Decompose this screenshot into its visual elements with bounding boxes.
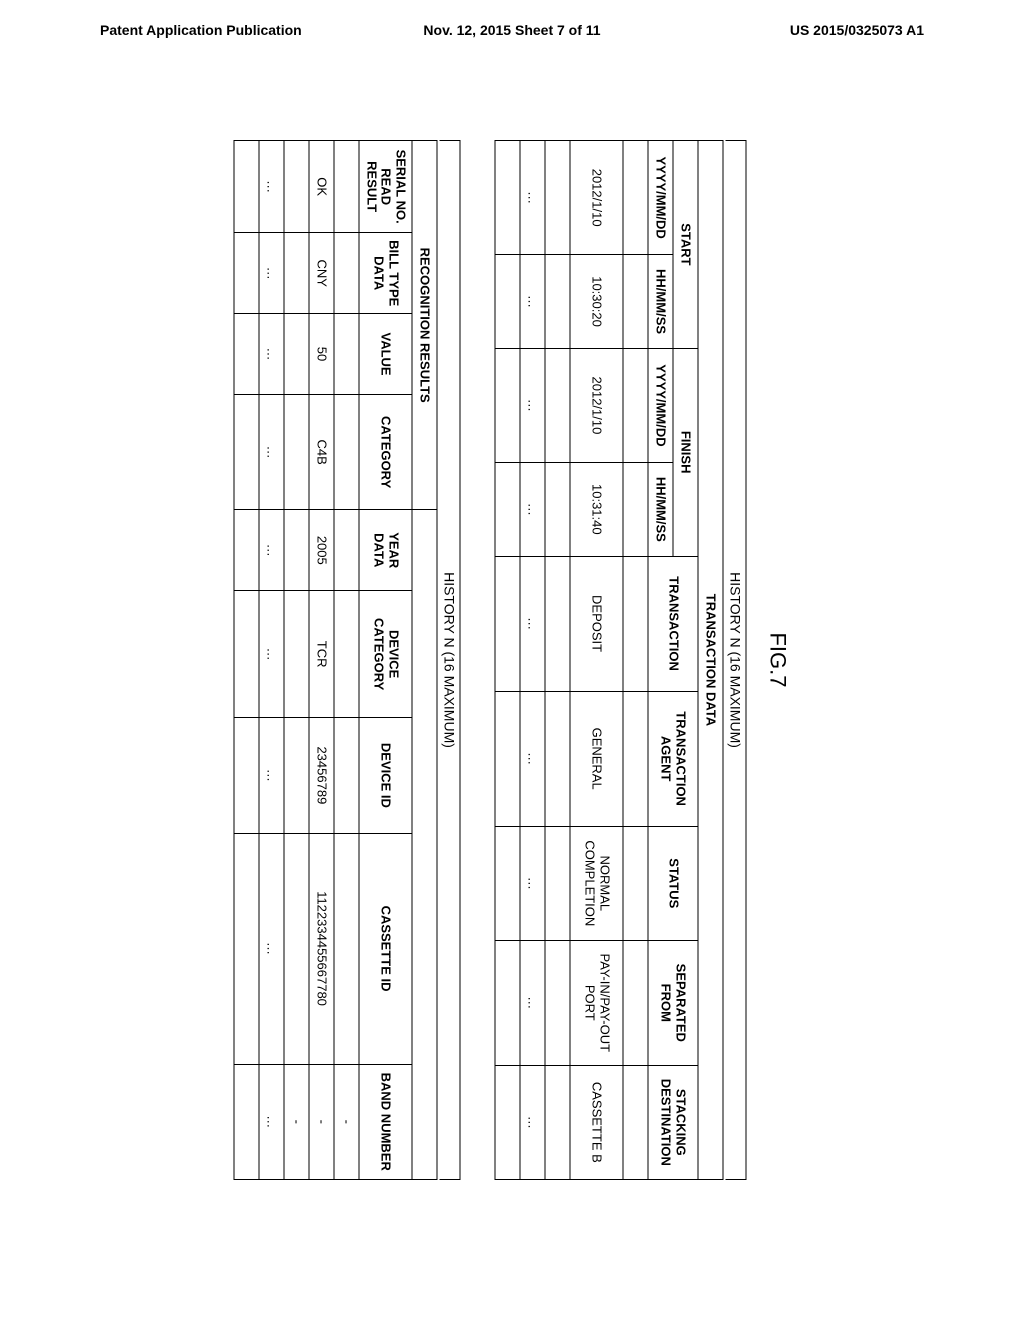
t2-dcass: 1122334455667780 xyxy=(309,833,334,1064)
t2-billtp: BILL TYPE DATA xyxy=(359,233,412,314)
t1-group: TRANSACTION DATA xyxy=(698,141,723,1180)
t1-e7: … xyxy=(520,826,545,940)
t2-band: BAND NUMBER xyxy=(359,1064,412,1180)
t2-dval: 50 xyxy=(309,314,334,395)
t1-finish: FINISH xyxy=(673,348,698,556)
t2-e6: … xyxy=(259,591,284,718)
t1-dstk: CASSETTE B xyxy=(570,1065,623,1179)
t1-sep: SEPARATED FROM xyxy=(648,940,698,1065)
t2-dash2: - xyxy=(284,1064,309,1180)
t1-dagent: GENERAL xyxy=(570,691,623,826)
t1-fdate: 2012/1/10 xyxy=(570,348,623,462)
t1-e3: … xyxy=(520,348,545,462)
t2-e3: … xyxy=(259,314,284,395)
t2-devcat: DEVICE CATEGORY xyxy=(359,591,412,718)
t2-e4: … xyxy=(259,394,284,509)
t2-e2: … xyxy=(259,233,284,314)
t2-e9: … xyxy=(259,1064,284,1180)
figure-label: FIG.7 xyxy=(765,140,791,1180)
t1-dstat: NORMAL COMPLETION xyxy=(570,826,623,940)
t1-stime: 10:30:20 xyxy=(570,255,623,349)
t1-dsep: PAY-IN/PAY-OUT PORT xyxy=(570,940,623,1065)
t1-ftime: 10:31:40 xyxy=(570,463,623,557)
t1-sdate: 2012/1/10 xyxy=(570,141,623,255)
t1-fymd: YYYY/MM/DD xyxy=(648,348,673,462)
table2-wrap: HISTORY N (16 MAXIMUM) RECOGNITION RESUL… xyxy=(234,140,461,1180)
figure-content: FIG.7 HISTORY N (16 MAXIMUM) TRANSACTION… xyxy=(234,140,791,1180)
t2-devid: DEVICE ID xyxy=(359,718,412,833)
t1-data-row: 2012/1/10 10:30:20 2012/1/10 10:31:40 DE… xyxy=(570,141,623,1180)
t2-dash1: - xyxy=(334,1064,359,1180)
t2-e7: … xyxy=(259,718,284,833)
t1-ellipsis-row: … … … … … … … … … xyxy=(520,141,545,1180)
t2-e5: … xyxy=(259,510,284,591)
table1: TRANSACTION DATA START FINISH TRANSACTIO… xyxy=(495,140,724,1180)
table2-caption: HISTORY N (16 MAXIMUM) xyxy=(440,140,461,1180)
t1-txn: TRANSACTION xyxy=(648,556,698,691)
rotated-figure-wrap: FIG.7 HISTORY N (16 MAXIMUM) TRANSACTION… xyxy=(234,140,791,1180)
t2-rec-group: RECOGNITION RESULTS xyxy=(412,141,437,510)
t1-symd: YYYY/MM/DD xyxy=(648,141,673,255)
t2-ellipsis-row: … … … … … … … … … xyxy=(259,141,284,1180)
page: Patent Application Publication Nov. 12, … xyxy=(0,0,1024,1320)
table2: RECOGNITION RESULTS SERIAL NO. READ RESU… xyxy=(234,140,438,1180)
t2-dcat: C4B xyxy=(309,394,334,509)
t2-dbill: CNY xyxy=(309,233,334,314)
t1-start: START xyxy=(673,141,698,349)
t1-e8: … xyxy=(520,940,545,1065)
t2-ddevid: 23456789 xyxy=(309,718,334,833)
t2-ddevcat: TCR xyxy=(309,591,334,718)
t1-agent: TRANSACTION AGENT xyxy=(648,691,698,826)
table1-caption: HISTORY N (16 MAXIMUM) xyxy=(726,140,747,1180)
t2-data-row: OK CNY 50 C4B 2005 TCR 23456789 11223344… xyxy=(309,141,334,1180)
t2-dserial: OK xyxy=(309,141,334,233)
t2-year: YEAR DATA xyxy=(359,510,412,591)
t1-dtxn: DEPOSIT xyxy=(570,556,623,691)
t2-value: VALUE xyxy=(359,314,412,395)
t2-e8: … xyxy=(259,833,284,1064)
t2-cat: CATEGORY xyxy=(359,394,412,509)
t1-status: STATUS xyxy=(648,826,698,940)
t1-e2: … xyxy=(520,255,545,349)
t2-e1: … xyxy=(259,141,284,233)
t1-shms: HH/MM/SS xyxy=(648,255,673,349)
t2-dyear: 2005 xyxy=(309,510,334,591)
t1-e5: … xyxy=(520,556,545,691)
t1-e1: … xyxy=(520,141,545,255)
t1-e9: … xyxy=(520,1065,545,1179)
t1-stack: STACKING DESTINATION xyxy=(648,1065,698,1179)
header-right: US 2015/0325073 A1 xyxy=(790,22,924,38)
t2-serial: SERIAL NO. READ RESULT xyxy=(359,141,412,233)
t2-dband: - xyxy=(309,1064,334,1180)
t1-e4: … xyxy=(520,463,545,557)
table1-wrap: HISTORY N (16 MAXIMUM) TRANSACTION DATA … xyxy=(495,140,747,1180)
t1-e6: … xyxy=(520,691,545,826)
t2-cass: CASSETTE ID xyxy=(359,833,412,1064)
t1-fhms: HH/MM/SS xyxy=(648,463,673,557)
